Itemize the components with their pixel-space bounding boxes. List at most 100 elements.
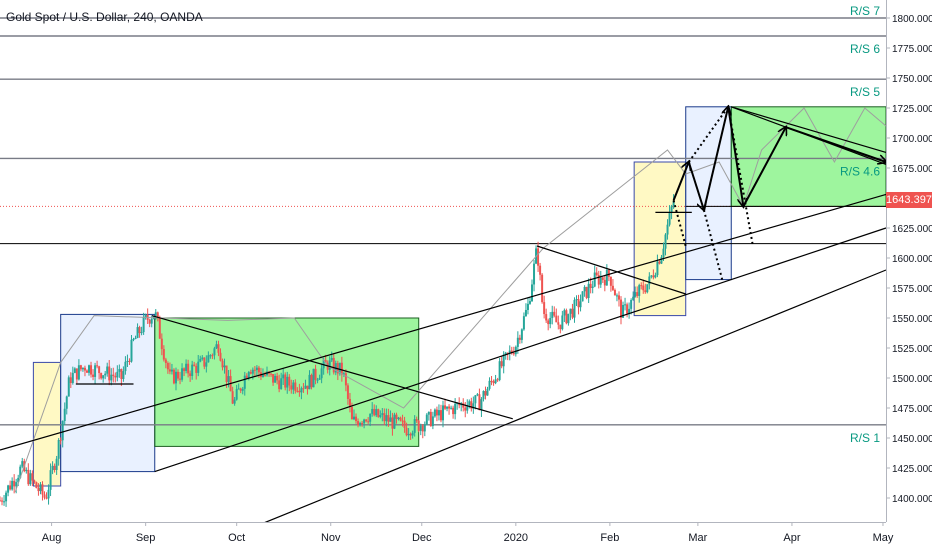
candle-body: [106, 366, 109, 374]
candle-body: [73, 368, 76, 373]
candle-body: [620, 299, 623, 318]
candle-body: [177, 371, 180, 379]
dotted-projection-2: [702, 209, 724, 280]
trend-line-6: [731, 106, 887, 153]
candle-body: [225, 365, 228, 382]
candle-body: [531, 284, 534, 302]
x-tick-label: Aug: [42, 532, 62, 544]
candle-body: [433, 409, 436, 417]
candle-body: [69, 377, 72, 384]
candle-body: [421, 425, 424, 432]
candle-body: [85, 370, 88, 373]
candle-body: [442, 405, 444, 421]
candle-body: [33, 480, 36, 483]
candle-body: [310, 374, 313, 388]
candle-body: [571, 308, 574, 318]
candle-body: [591, 286, 594, 288]
candle-body: [219, 352, 222, 361]
candle-body: [118, 369, 121, 372]
candle-body: [251, 369, 254, 374]
candle-body: [626, 304, 629, 314]
x-tick-label: 2020: [504, 532, 528, 544]
candle-body: [45, 497, 48, 499]
candle-body: [128, 360, 131, 362]
candle-body: [348, 398, 351, 407]
candle-body: [201, 357, 204, 359]
candle-body: [27, 469, 30, 485]
candle-body: [367, 421, 370, 423]
candle-body: [174, 371, 177, 384]
candle-body: [464, 407, 467, 411]
zone-blue-1: [60, 313, 156, 473]
candle-body: [658, 261, 661, 264]
candle-body: [88, 365, 91, 373]
candle-body: [476, 394, 479, 396]
candle-body: [346, 385, 349, 399]
candle-body: [43, 494, 46, 498]
candle-body: [154, 312, 157, 316]
thin-path-layer: [14, 107, 887, 493]
candle-body: [104, 373, 107, 376]
candle-body: [585, 286, 588, 298]
y-tick-label: 1700.000: [892, 134, 932, 145]
candle-body: [644, 290, 647, 293]
candle-body: [518, 337, 521, 340]
candle-body: [207, 355, 210, 363]
trend-line-3: [151, 315, 513, 420]
candle-body: [520, 329, 523, 340]
candle-body: [480, 399, 483, 411]
candle-body: [573, 299, 576, 318]
projection-arrow-3: [727, 106, 743, 207]
candle-body: [314, 368, 317, 380]
candle-body: [150, 318, 153, 324]
candle-body: [29, 473, 32, 485]
candle-body: [383, 413, 386, 422]
candle-body: [59, 440, 62, 442]
y-tick-label: 1425.000: [892, 464, 932, 475]
candle-body: [575, 299, 578, 301]
candle-body: [587, 283, 590, 298]
y-tick-label: 1400.000: [892, 494, 932, 505]
zones-layer: [32, 106, 887, 487]
candle-body: [363, 419, 366, 424]
candle-body: [79, 365, 82, 370]
candle-body: [63, 408, 66, 421]
candle-body: [385, 415, 388, 422]
y-tick-label: 1725.000: [892, 104, 932, 115]
candle-body: [25, 469, 28, 472]
candle-body: [308, 374, 311, 390]
candle-body: [298, 390, 301, 393]
candle-body: [136, 327, 139, 338]
candle-body: [419, 425, 422, 431]
candle-body: [551, 311, 554, 318]
candle-body: [5, 492, 8, 502]
y-tick-label: 1750.000: [892, 74, 932, 85]
candle-body: [274, 375, 277, 383]
candle-body: [338, 362, 341, 374]
candle-body: [599, 277, 602, 285]
candle-body: [17, 477, 20, 483]
projection-arrow-4: [742, 127, 785, 207]
zone-yellow-3: [633, 161, 687, 317]
candle-body: [664, 234, 667, 249]
candle-body: [634, 292, 637, 297]
candle-body: [320, 368, 323, 379]
candle-body: [35, 482, 38, 489]
candle-body: [13, 480, 16, 487]
candle-body: [601, 277, 604, 280]
candle-body: [203, 357, 206, 367]
candle-body: [429, 411, 432, 427]
candle-body: [636, 292, 639, 296]
candle-body: [478, 394, 481, 411]
candle-body: [468, 401, 471, 406]
candle-body: [233, 399, 236, 404]
candle-body: [377, 409, 380, 417]
y-tick-label: 1475.000: [892, 404, 932, 415]
candle-body: [51, 465, 54, 471]
candle-body: [81, 367, 84, 370]
candle-body: [389, 417, 392, 422]
candle-body: [92, 374, 95, 377]
y-tick-label: 1500.000: [892, 374, 932, 385]
